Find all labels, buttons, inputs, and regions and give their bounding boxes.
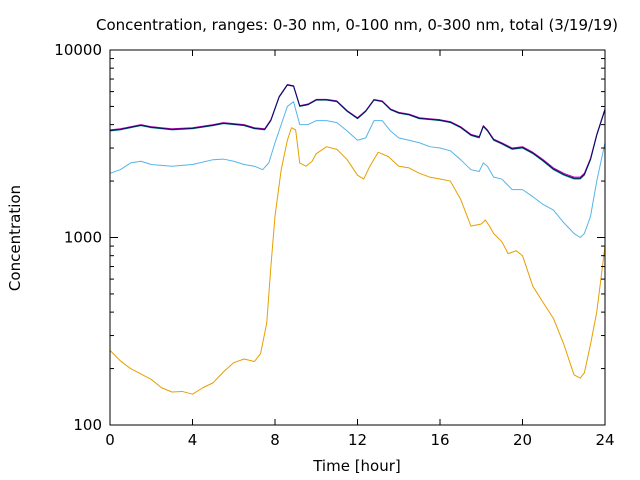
y-axis-label: Concentration (6, 185, 24, 291)
x-tick-label: 16 (430, 431, 449, 449)
series-line-1 (109, 127, 606, 395)
series-line-2 (109, 101, 606, 238)
x-axis: 0 4 8 12 16 20 24 (105, 50, 615, 449)
x-axis-label: Time [hour] (312, 457, 401, 475)
x-tick-label: 8 (270, 431, 280, 449)
chart-title: Concentration, ranges: 0-30 nm, 0-100 nm… (96, 16, 618, 34)
series-line-5 (109, 84, 606, 179)
x-tick-label: 24 (595, 431, 614, 449)
x-tick-label: 20 (513, 431, 532, 449)
x-tick-label: 12 (348, 431, 367, 449)
x-tick-label: 4 (188, 431, 198, 449)
plot-area (109, 83, 606, 395)
plot-frame (109, 49, 606, 426)
x-tick-label: 0 (105, 431, 115, 449)
y-tick-label: 10000 (54, 41, 102, 59)
series-line-4 (109, 83, 606, 178)
y-tick-label: 1000 (64, 229, 102, 247)
y-tick-label: 100 (73, 416, 102, 434)
y-axis: 100 1000 10000 (54, 41, 605, 434)
